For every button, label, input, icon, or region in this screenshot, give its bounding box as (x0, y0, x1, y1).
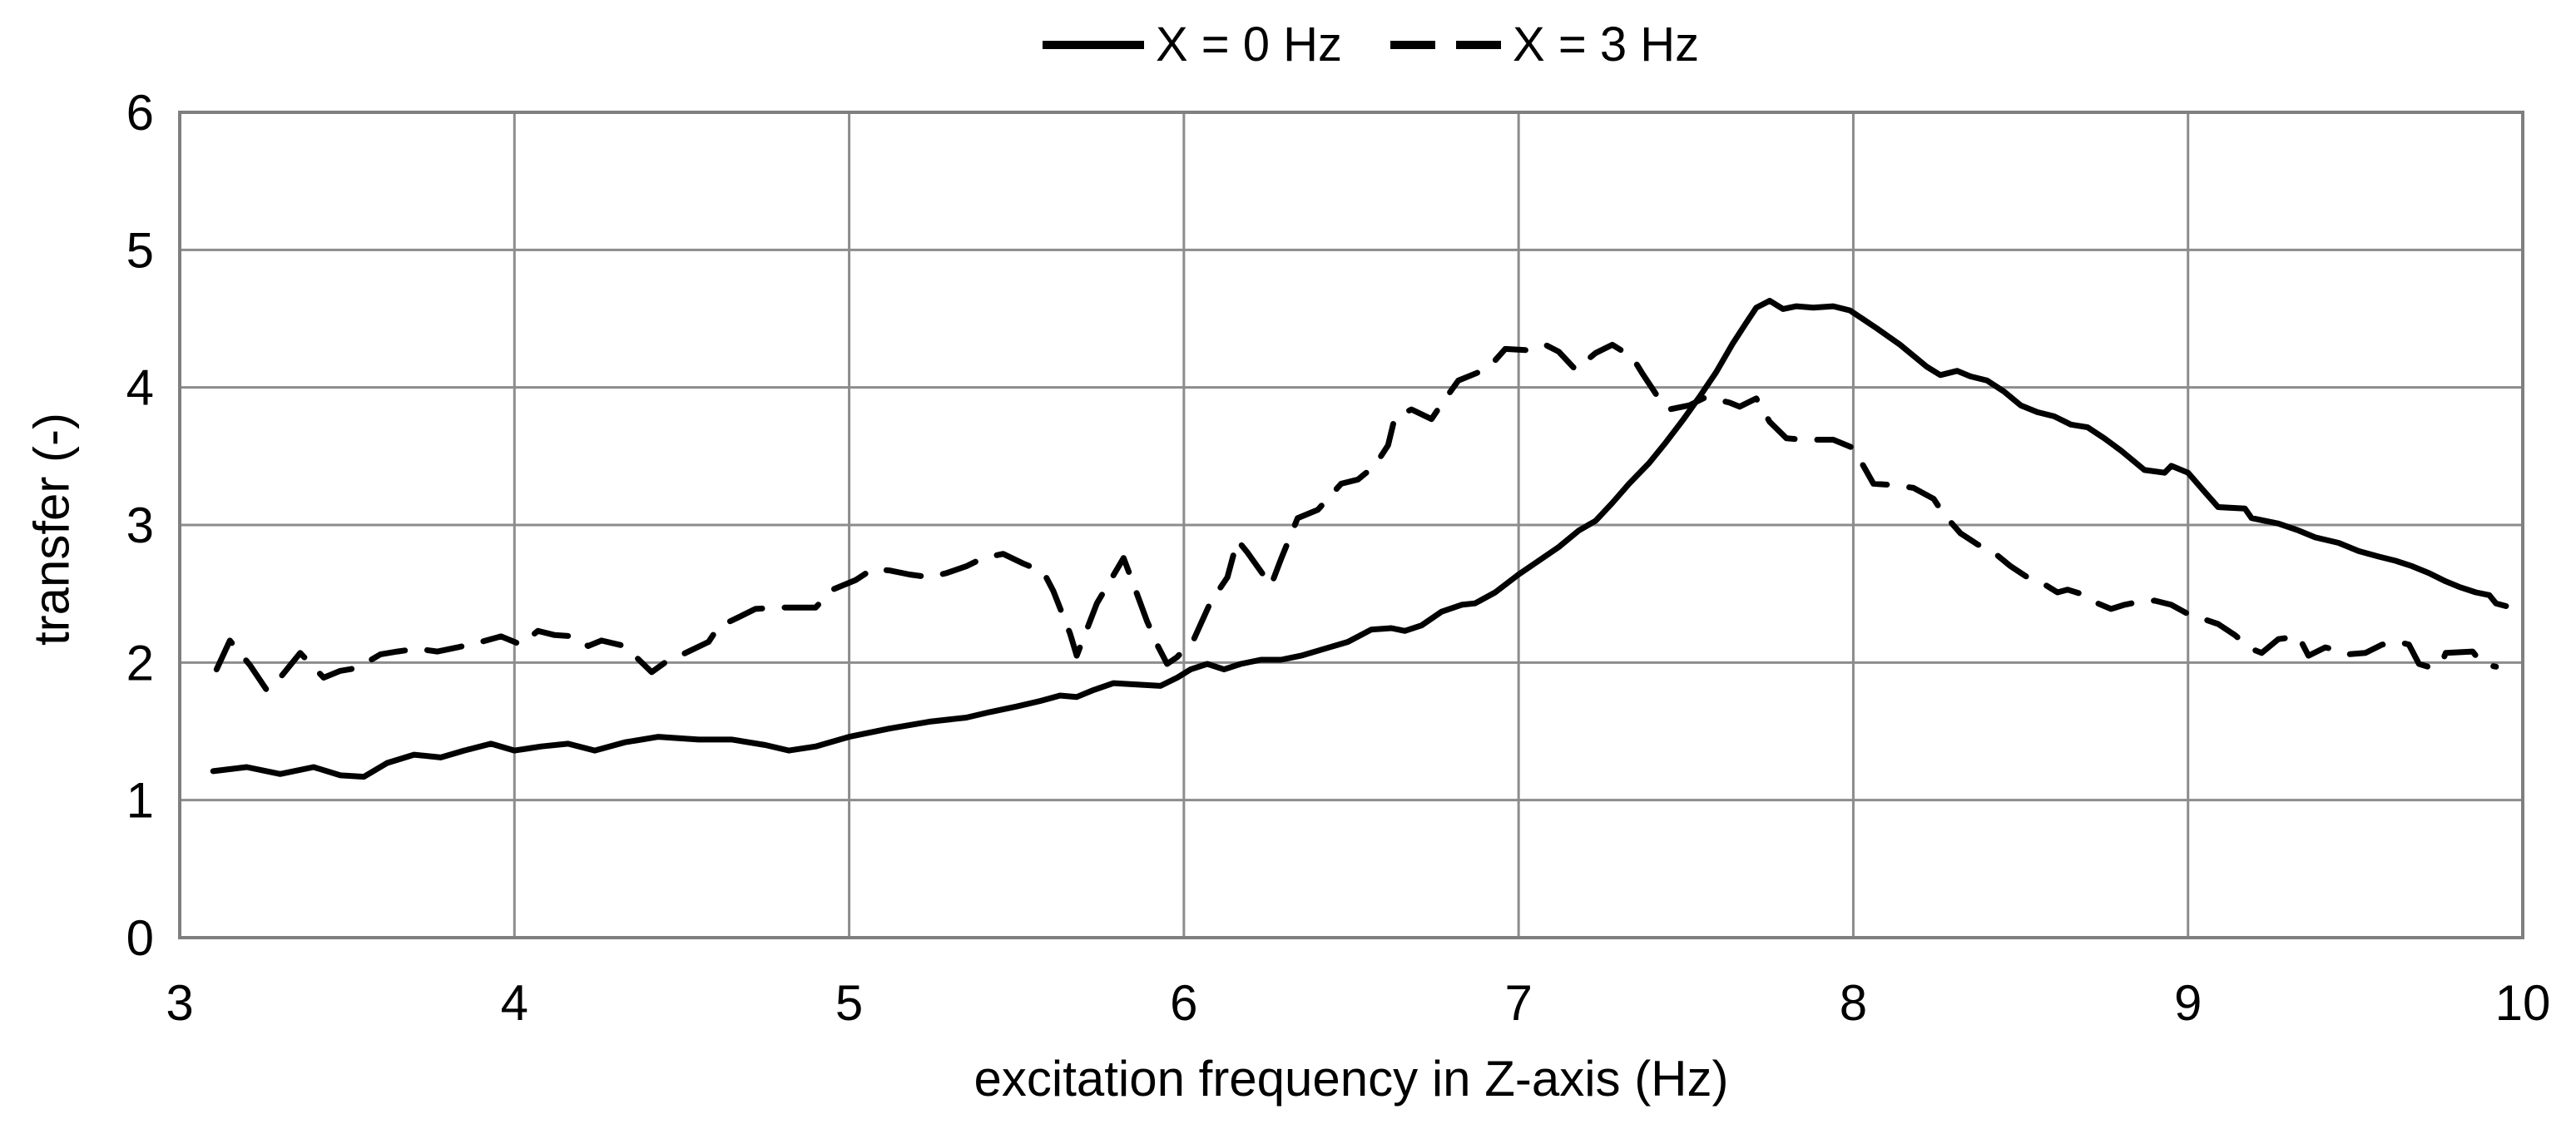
legend-label-x0hz: X = 0 Hz (1156, 17, 1343, 72)
x-tick-label: 7 (1504, 975, 1532, 1031)
y-tick-label: 0 (126, 910, 154, 966)
solid-line-sample-icon (1043, 41, 1144, 49)
y-tick-label: 4 (126, 360, 154, 416)
legend-label-x3hz: X = 3 Hz (1513, 17, 1700, 72)
plot-border (178, 111, 2524, 939)
x-tick-label: 9 (2174, 975, 2202, 1031)
y-tick-label: 6 (126, 85, 154, 141)
legend-item-x3hz: X = 3 Hz (1390, 21, 1699, 69)
x-tick-label: 4 (501, 975, 528, 1031)
x-tick-label: 10 (2495, 975, 2551, 1031)
legend: X = 0 Hz X = 3 Hz (1043, 15, 1699, 75)
y-tick-label: 5 (126, 222, 154, 278)
curve-x0hz-solid (210, 298, 2509, 780)
x-tick-label: 6 (1170, 975, 1197, 1031)
x-tick-label: 3 (166, 975, 193, 1031)
x-tick-label: 5 (835, 975, 863, 1031)
y-tick-label: 1 (126, 773, 154, 829)
legend-item-x0hz: X = 0 Hz (1043, 21, 1342, 69)
dashed-line-sample-icon (1390, 41, 1502, 49)
y-tick-label: 2 (126, 635, 154, 691)
curve-x3hz-dashed (213, 341, 2499, 693)
y-tick-label: 3 (126, 498, 154, 553)
x-axis-title: excitation frequency in Z-axis (Hz) (973, 1051, 1729, 1107)
x-tick-label: 8 (1840, 975, 1867, 1031)
